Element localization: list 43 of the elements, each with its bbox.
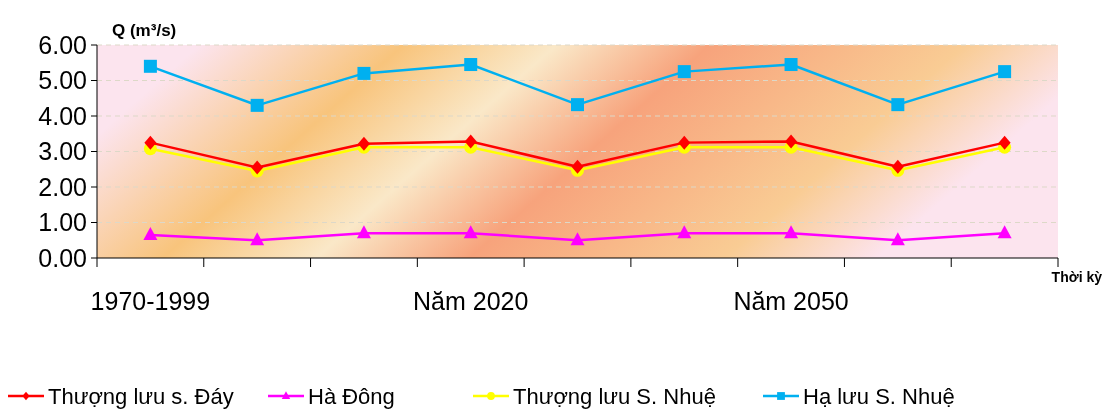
y-tick-label: 5.00 — [38, 66, 87, 95]
point — [785, 134, 798, 149]
legend-label: Hạ lưu S. Nhuệ — [803, 384, 955, 409]
legend-label: Hà Đông — [308, 384, 395, 409]
legend-label: Thượng lưu s. Đáy — [48, 384, 234, 409]
point — [784, 58, 798, 72]
point — [890, 232, 905, 246]
point — [891, 159, 904, 174]
point — [677, 225, 692, 239]
x-tick-label: Năm 2020 — [413, 287, 529, 315]
point — [464, 58, 478, 72]
point — [998, 65, 1012, 79]
y-tick-label: 2.00 — [38, 172, 87, 201]
point — [250, 232, 265, 246]
point — [784, 225, 799, 239]
point — [464, 134, 477, 149]
point — [357, 66, 371, 80]
point — [571, 98, 584, 112]
point — [357, 136, 370, 151]
point — [677, 65, 691, 79]
y-tick-label: 6.00 — [38, 30, 87, 59]
y-tick-label: 0.00 — [38, 243, 87, 272]
point — [356, 225, 371, 239]
point — [678, 135, 691, 150]
point — [251, 160, 264, 175]
point — [998, 135, 1011, 150]
point — [144, 135, 157, 150]
y-axis-title: Q (m³/s) — [112, 21, 177, 40]
legend-label: Thượng lưu S. Nhuệ — [513, 384, 716, 409]
x-axis-title: Thời kỳ — [1051, 269, 1103, 285]
point — [143, 226, 158, 240]
point — [997, 225, 1012, 239]
point — [571, 159, 584, 174]
y-tick-label: 1.00 — [38, 208, 87, 237]
point — [143, 59, 157, 73]
x-tick-label: Năm 2050 — [733, 287, 849, 315]
x-tick-label: 1970-1999 — [90, 287, 211, 315]
point — [570, 232, 585, 246]
y-tick-label: 4.00 — [38, 101, 87, 130]
point — [891, 98, 905, 112]
y-tick-label: 3.00 — [38, 137, 87, 166]
point — [250, 98, 264, 112]
point — [463, 225, 478, 239]
